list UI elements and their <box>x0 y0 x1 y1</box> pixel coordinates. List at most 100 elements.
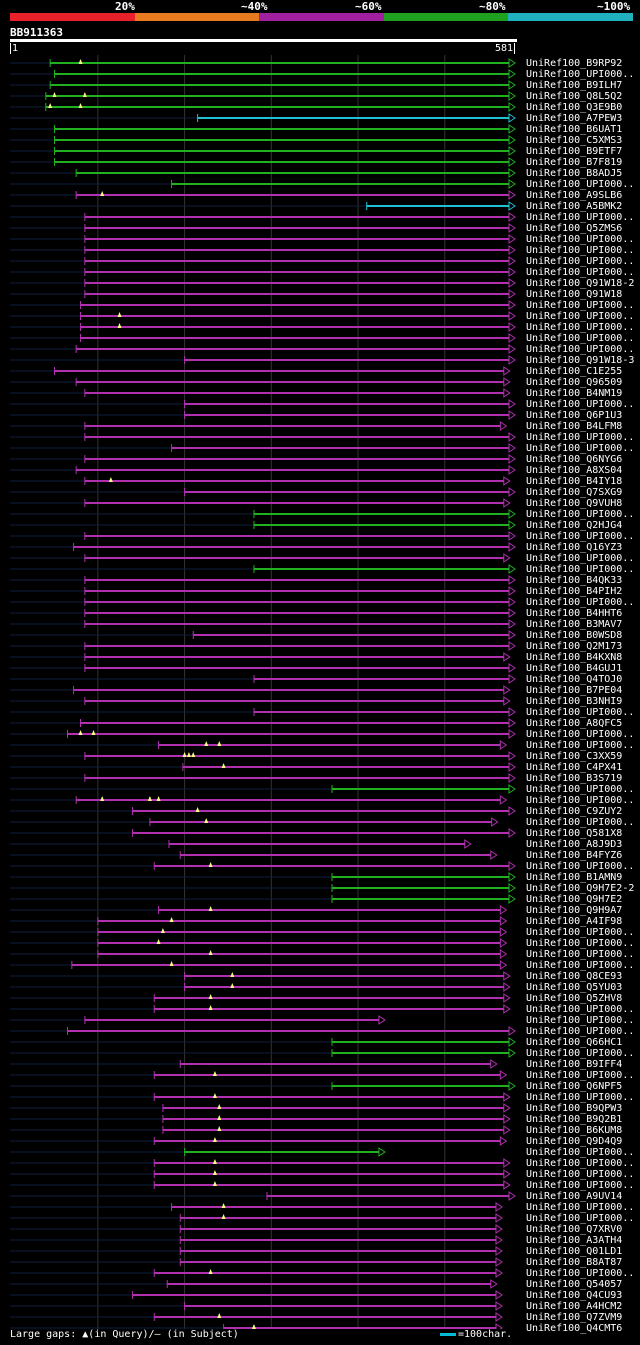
hit-name[interactable]: UniRef100_Q66HC1 <box>526 1037 623 1048</box>
hit-name[interactable]: UniRef100_Q9VUH8 <box>526 498 623 509</box>
hit-name[interactable]: UniRef100_UPI000.. <box>526 1202 635 1213</box>
hit-name[interactable]: UniRef100_UPI000.. <box>526 707 635 718</box>
hit-name[interactable]: UniRef100_Q5YU03 <box>526 982 623 993</box>
hit-name[interactable]: UniRef100_Q2HJG4 <box>526 520 623 531</box>
hit-name[interactable]: UniRef100_Q7XRV0 <box>526 1224 623 1235</box>
hit-name[interactable]: UniRef100_UPI000.. <box>526 69 635 80</box>
hit-name[interactable]: UniRef100_UPI000.. <box>526 553 635 564</box>
hit-name[interactable]: UniRef100_Q9H7E2 <box>526 894 623 905</box>
hit-name[interactable]: UniRef100_B8ADJ5 <box>526 168 623 179</box>
hit-name[interactable]: UniRef100_B9RP92 <box>526 58 623 69</box>
hit-name[interactable]: UniRef100_UPI000.. <box>526 509 635 520</box>
hit-name[interactable]: UniRef100_B0WSD8 <box>526 630 623 641</box>
hit-name[interactable]: UniRef100_A9UV14 <box>526 1191 623 1202</box>
hit-name[interactable]: UniRef100_B4LFM8 <box>526 421 623 432</box>
hit-name[interactable]: UniRef100_UPI000.. <box>526 960 635 971</box>
hit-name[interactable]: UniRef100_UPI000.. <box>526 1048 635 1059</box>
hit-name[interactable]: UniRef100_B4NM19 <box>526 388 623 399</box>
hit-name[interactable]: UniRef100_UPI000.. <box>526 740 635 751</box>
hit-name[interactable]: UniRef100_UPI000.. <box>526 1169 635 1180</box>
hit-name[interactable]: UniRef100_UPI000.. <box>526 784 635 795</box>
hit-name[interactable]: UniRef100_UPI000.. <box>526 212 635 223</box>
hit-name[interactable]: UniRef100_Q91W18-2 <box>526 278 635 289</box>
hit-name[interactable]: UniRef100_A4IF98 <box>526 916 623 927</box>
hit-name[interactable]: UniRef100_C4PX41 <box>526 762 623 773</box>
hit-name[interactable]: UniRef100_Q4TOJ0 <box>526 674 623 685</box>
hit-name[interactable]: UniRef100_Q9H9A7 <box>526 905 623 916</box>
hit-name[interactable]: UniRef100_UPI000.. <box>526 729 635 740</box>
hit-name[interactable]: UniRef100_Q7SXG9 <box>526 487 623 498</box>
hit-name[interactable]: UniRef100_A7PEW3 <box>526 113 623 124</box>
hit-name[interactable]: UniRef100_UPI000.. <box>526 344 635 355</box>
hit-name[interactable]: UniRef100_UPI000.. <box>526 861 635 872</box>
hit-name[interactable]: UniRef100_UPI000.. <box>526 267 635 278</box>
hit-name[interactable]: UniRef100_Q5ZHV8 <box>526 993 623 1004</box>
hit-name[interactable]: UniRef100_UPI000.. <box>526 179 635 190</box>
hit-name[interactable]: UniRef100_A9SLB6 <box>526 190 623 201</box>
hit-name[interactable]: UniRef100_B4HHT6 <box>526 608 623 619</box>
hit-name[interactable]: UniRef100_C1E255 <box>526 366 623 377</box>
hit-name[interactable]: UniRef100_A3ATH4 <box>526 1235 623 1246</box>
hit-name[interactable]: UniRef100_B9ILH7 <box>526 80 623 91</box>
hit-name[interactable]: UniRef100_UPI000.. <box>526 432 635 443</box>
hit-name[interactable]: UniRef100_Q96509 <box>526 377 623 388</box>
hit-name[interactable]: UniRef100_UPI000.. <box>526 1026 635 1037</box>
hit-name[interactable]: UniRef100_B9IFF4 <box>526 1059 623 1070</box>
hit-name[interactable]: UniRef100_Q8L5Q2 <box>526 91 623 102</box>
hit-name[interactable]: UniRef100_Q54057 <box>526 1279 623 1290</box>
hit-name[interactable]: UniRef100_B6UAT1 <box>526 124 623 135</box>
hit-name[interactable]: UniRef100_A4HCM2 <box>526 1301 623 1312</box>
hit-name[interactable]: UniRef100_Q91W18-3 <box>526 355 635 366</box>
hit-name[interactable]: UniRef100_UPI000.. <box>526 927 635 938</box>
hit-name[interactable]: UniRef100_B4QK33 <box>526 575 623 586</box>
hit-name[interactable]: UniRef100_UPI000.. <box>526 1158 635 1169</box>
hit-name[interactable]: UniRef100_B6KUM8 <box>526 1125 623 1136</box>
hit-name[interactable]: UniRef100_UPI000.. <box>526 1268 635 1279</box>
hit-name[interactable]: UniRef100_Q9H7E2-2 <box>526 883 635 894</box>
hit-name[interactable]: UniRef100_UPI000.. <box>526 1004 635 1015</box>
hit-name[interactable]: UniRef100_UPI000.. <box>526 234 635 245</box>
hit-name[interactable]: UniRef100_UPI000.. <box>526 597 635 608</box>
hit-name[interactable]: UniRef100_B3NHI9 <box>526 696 623 707</box>
hit-name[interactable]: UniRef100_Q9D4Q9 <box>526 1136 623 1147</box>
hit-name[interactable]: UniRef100_B4GUJ1 <box>526 663 623 674</box>
hit-name[interactable]: UniRef100_UPI000.. <box>526 443 635 454</box>
hit-name[interactable]: UniRef100_Q91W18 <box>526 289 623 300</box>
hit-name[interactable]: UniRef100_B9ETF7 <box>526 146 623 157</box>
hit-name[interactable]: UniRef100_Q3E9B0 <box>526 102 623 113</box>
hit-name[interactable]: UniRef100_A8QFC5 <box>526 718 623 729</box>
hit-name[interactable]: UniRef100_UPI000.. <box>526 949 635 960</box>
hit-name[interactable]: UniRef100_B4FYZ6 <box>526 850 623 861</box>
hit-name[interactable]: UniRef100_UPI000.. <box>526 399 635 410</box>
hit-name[interactable]: UniRef100_A8XS04 <box>526 465 623 476</box>
hit-name[interactable]: UniRef100_B8AT87 <box>526 1257 623 1268</box>
hit-name[interactable]: UniRef100_UPI000.. <box>526 322 635 333</box>
hit-name[interactable]: UniRef100_UPI000.. <box>526 1092 635 1103</box>
hit-name[interactable]: UniRef100_B3MAV7 <box>526 619 623 630</box>
hit-name[interactable]: UniRef100_UPI000.. <box>526 1147 635 1158</box>
hit-name[interactable]: UniRef100_UPI000.. <box>526 256 635 267</box>
hit-name[interactable]: UniRef100_B4KXN8 <box>526 652 623 663</box>
hit-name[interactable]: UniRef100_UPI000.. <box>526 311 635 322</box>
hit-name[interactable]: UniRef100_Q4CU93 <box>526 1290 623 1301</box>
hit-name[interactable]: UniRef100_UPI000.. <box>526 531 635 542</box>
hit-name[interactable]: UniRef100_UPI000.. <box>526 1180 635 1191</box>
hit-name[interactable]: UniRef100_B4PIH2 <box>526 586 623 597</box>
hit-name[interactable]: UniRef100_C5XMS3 <box>526 135 623 146</box>
hit-name[interactable]: UniRef100_B7PE04 <box>526 685 623 696</box>
hit-name[interactable]: UniRef100_UPI000.. <box>526 333 635 344</box>
hit-name[interactable]: UniRef100_Q8CE93 <box>526 971 623 982</box>
hit-name[interactable]: UniRef100_Q2M173 <box>526 641 623 652</box>
hit-name[interactable]: UniRef100_B9QPW3 <box>526 1103 623 1114</box>
hit-name[interactable]: UniRef100_UPI000.. <box>526 1213 635 1224</box>
hit-name[interactable]: UniRef100_UPI000.. <box>526 817 635 828</box>
hit-name[interactable]: UniRef100_UPI000.. <box>526 1015 635 1026</box>
hit-name[interactable]: UniRef100_Q6NYG6 <box>526 454 623 465</box>
hit-name[interactable]: UniRef100_UPI000.. <box>526 795 635 806</box>
hit-name[interactable]: UniRef100_UPI000.. <box>526 1070 635 1081</box>
hit-name[interactable]: UniRef100_Q581X8 <box>526 828 623 839</box>
hit-name[interactable]: UniRef100_A8J9D3 <box>526 839 623 850</box>
hit-name[interactable]: UniRef100_B7F819 <box>526 157 623 168</box>
hit-name[interactable]: UniRef100_Q7ZVM9 <box>526 1312 623 1323</box>
hit-name[interactable]: UniRef100_B1AMN9 <box>526 872 623 883</box>
